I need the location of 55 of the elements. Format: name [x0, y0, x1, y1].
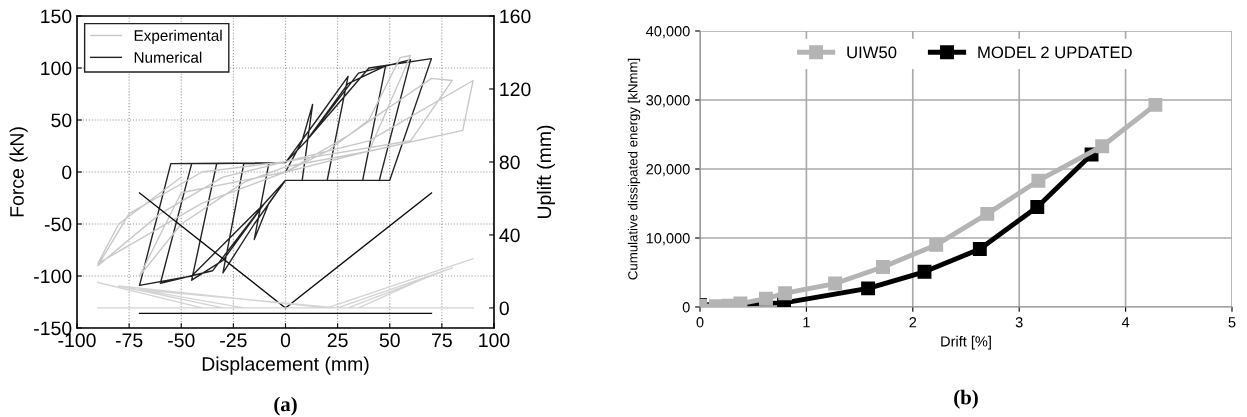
y-tick-label: -100 [34, 269, 72, 284]
point [972, 242, 987, 256]
y-axis-title: Cumulative dissipated energy [kNmm] [627, 58, 641, 280]
x-axis-title: Displacement (mm) [202, 356, 369, 375]
y-tick-label: 0 [682, 302, 690, 313]
y-tick-label: 100 [41, 61, 72, 76]
point [1148, 97, 1163, 112]
x-tick-label: 0 [280, 333, 291, 348]
point [1030, 200, 1045, 214]
x-tick-label: 1 [803, 317, 810, 328]
y2-tick-label: 40 [499, 228, 520, 243]
y2-tick-label: 120 [500, 82, 531, 97]
x-tick-label: -50 [168, 333, 195, 348]
point [929, 237, 944, 252]
x-tick-label: 0 [696, 317, 704, 328]
y-tick-label: 10,000 [646, 233, 690, 246]
point [1031, 173, 1046, 188]
x-tick-label: 3 [1015, 317, 1023, 328]
legend-label: Numerical [134, 51, 202, 63]
point [759, 291, 773, 306]
x-tick-label: 50 [379, 333, 400, 348]
legend-label: MODEL 2 UPDATED [978, 46, 1132, 59]
point [1095, 139, 1110, 154]
y-tick-label: 50 [51, 113, 72, 128]
x-tick-label: -25 [220, 333, 247, 348]
x-tick-label: 25 [327, 333, 348, 348]
point [733, 296, 748, 307]
point [876, 260, 890, 274]
point [980, 206, 995, 221]
x-tick-label: 2 [909, 317, 917, 328]
y2-tick-label: 0 [499, 301, 509, 316]
point [917, 264, 932, 279]
point [828, 276, 843, 291]
y-axis-title: Force (kN) [9, 127, 28, 217]
x-tick-label: 75 [432, 333, 452, 348]
text: (b) [954, 389, 978, 409]
y-tick-label: 30,000 [646, 95, 690, 108]
x-tick-label: 5 [1228, 317, 1236, 328]
y-tick-label: 0 [62, 165, 72, 180]
y2-tick-label: 80 [499, 155, 520, 170]
y-tick-label: 40,000 [646, 26, 690, 39]
legend-label: UIW50 [847, 46, 897, 59]
text: (a) [274, 396, 297, 416]
y2-tick-label: 160 [500, 9, 531, 24]
x-tick-label: 4 [1121, 317, 1130, 328]
legend-label: Experimental [134, 29, 222, 44]
x-tick-label: 100 [479, 333, 510, 348]
x-axis-title: Drift [%] [941, 335, 991, 350]
y2-axis-title: Uplift (mm) [536, 125, 555, 219]
point [778, 286, 793, 301]
point [861, 281, 876, 296]
y-tick-label: 150 [41, 9, 72, 24]
y-tick-label: -50 [44, 217, 72, 232]
x-tick-label: -75 [115, 333, 143, 348]
y-tick-label: 20,000 [646, 164, 690, 177]
